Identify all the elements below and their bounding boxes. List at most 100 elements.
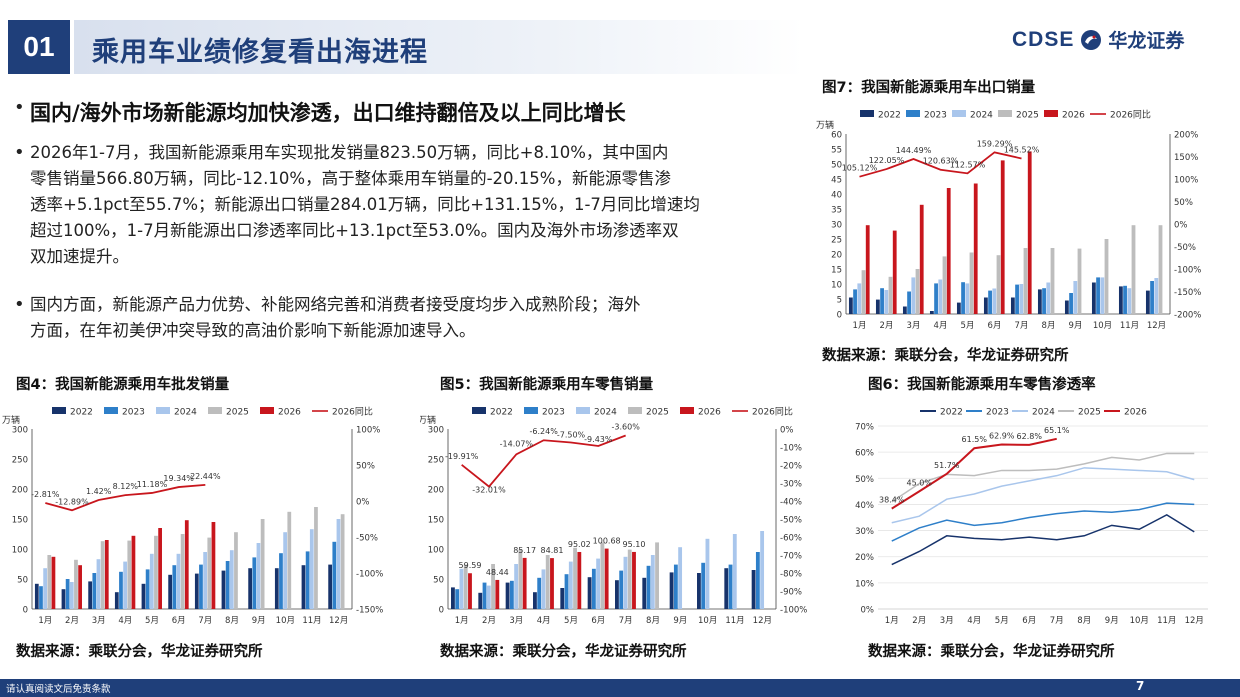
- y-tick-label: 20: [831, 251, 842, 261]
- y-axis-label: 万辆: [2, 414, 20, 426]
- bar: [287, 511, 292, 609]
- yoy-label: -14.07%: [500, 439, 534, 448]
- legend-label: 2022: [490, 408, 513, 418]
- bar: [468, 573, 472, 609]
- bar: [141, 583, 146, 609]
- series-line: [891, 514, 1195, 566]
- x-tick-label: 2月: [482, 616, 496, 626]
- fig7-source: 数据来源：乘联分会，华龙证券研究所: [822, 348, 1069, 364]
- legend-swatch: [576, 407, 590, 414]
- bar: [875, 299, 880, 314]
- bar: [992, 288, 997, 314]
- x-tick-label: 8月: [1042, 321, 1056, 331]
- bar: [929, 311, 934, 314]
- y2-tick-label: -50%: [780, 516, 802, 526]
- bar: [956, 302, 961, 314]
- bar: [911, 277, 916, 314]
- bar: [1096, 277, 1100, 314]
- legend-swatch: [1044, 110, 1058, 117]
- y-tick-label: 40: [831, 191, 842, 201]
- legend-label: 2023: [542, 408, 565, 418]
- bar: [203, 552, 207, 609]
- bar: [199, 564, 203, 609]
- bar: [225, 561, 230, 609]
- x-tick-label: 7月: [619, 616, 633, 626]
- bar: [619, 570, 624, 609]
- bar: [221, 570, 226, 609]
- bar: [478, 592, 483, 609]
- y-tick-label: 300: [12, 426, 28, 436]
- bar: [1150, 281, 1154, 314]
- bar: [888, 276, 893, 314]
- bar: [942, 256, 947, 314]
- bar: [969, 252, 974, 314]
- yoy-label: 112.57%: [950, 160, 986, 169]
- bar: [1000, 160, 1005, 314]
- bar: [482, 582, 487, 609]
- y-axis-label: 万辆: [420, 414, 436, 426]
- bar: [724, 568, 729, 609]
- legend-label: 2024: [970, 111, 993, 121]
- x-tick-label: 4月: [537, 616, 551, 626]
- title-bar: [74, 20, 804, 74]
- bar-value-label: 100.68: [593, 537, 621, 546]
- bar: [123, 561, 127, 609]
- yoy-label: 11.18%: [137, 480, 168, 489]
- yoy-label: 159.29%: [977, 139, 1013, 148]
- bar: [127, 540, 132, 609]
- y-tick-label: 50: [17, 576, 28, 586]
- bar: [234, 532, 238, 609]
- bar: [1118, 286, 1123, 314]
- x-tick-label: 7月: [1015, 321, 1029, 331]
- bar: [96, 559, 101, 609]
- yoy-label: -9.43%: [584, 435, 613, 444]
- x-tick-label: 9月: [673, 616, 687, 626]
- bar: [627, 549, 632, 609]
- bar: [104, 540, 109, 609]
- bar: [861, 270, 866, 314]
- yoy-label: 120.63%: [923, 157, 959, 166]
- bar: [697, 573, 701, 609]
- bar: [1069, 293, 1073, 314]
- paragraph-line: 零售销量566.80万辆，同比-12.10%，高于整体乘用车销量的-20.15%…: [30, 169, 671, 188]
- bar: [43, 568, 47, 609]
- bar: [732, 534, 737, 609]
- x-tick-label: 7月: [198, 616, 212, 626]
- bar: [522, 557, 527, 609]
- yoy-label: -3.60%: [612, 422, 641, 431]
- fig4-title: 图4：我国新能源乘用车批发销量: [16, 377, 230, 393]
- bar: [51, 556, 56, 609]
- bar: [673, 564, 678, 609]
- x-tick-label: 1月: [455, 616, 469, 626]
- bar: [491, 564, 495, 609]
- bar: [1127, 288, 1132, 314]
- bar: [172, 565, 177, 609]
- y-tick-label: 15: [831, 266, 842, 276]
- bar: [996, 255, 1001, 314]
- legend-swatch: [472, 407, 486, 414]
- bullet-icon: •: [14, 142, 25, 163]
- bar: [518, 549, 523, 609]
- bar: [591, 568, 596, 609]
- y-tick-label: 250: [428, 456, 444, 466]
- series-line: [891, 437, 1057, 510]
- y-tick-label: 30%: [855, 527, 874, 537]
- legend-swatch: [998, 110, 1012, 117]
- y2-tick-label: 50%: [1174, 198, 1193, 208]
- yoy-label: -2.81%: [31, 490, 60, 499]
- legend-label: 2026同比: [752, 406, 793, 418]
- bar: [1100, 277, 1105, 314]
- fig4-chart: 0 50 100 150 200 250 300 100% 50% 0% -50% -100% -150…: [2, 406, 383, 627]
- yoy-label: 145.52%: [1004, 146, 1040, 155]
- x-tick-label: 1月: [885, 616, 899, 626]
- x-tick-label: 6月: [591, 616, 605, 626]
- yoy-label: -32.01%: [472, 486, 506, 495]
- x-tick-label: 5月: [145, 616, 159, 626]
- yoy-label: -12.89%: [55, 497, 89, 506]
- x-tick-label: 4月: [934, 321, 948, 331]
- bar: [176, 553, 181, 609]
- bar: [892, 230, 897, 314]
- bar: [505, 582, 510, 609]
- bar: [1145, 290, 1150, 314]
